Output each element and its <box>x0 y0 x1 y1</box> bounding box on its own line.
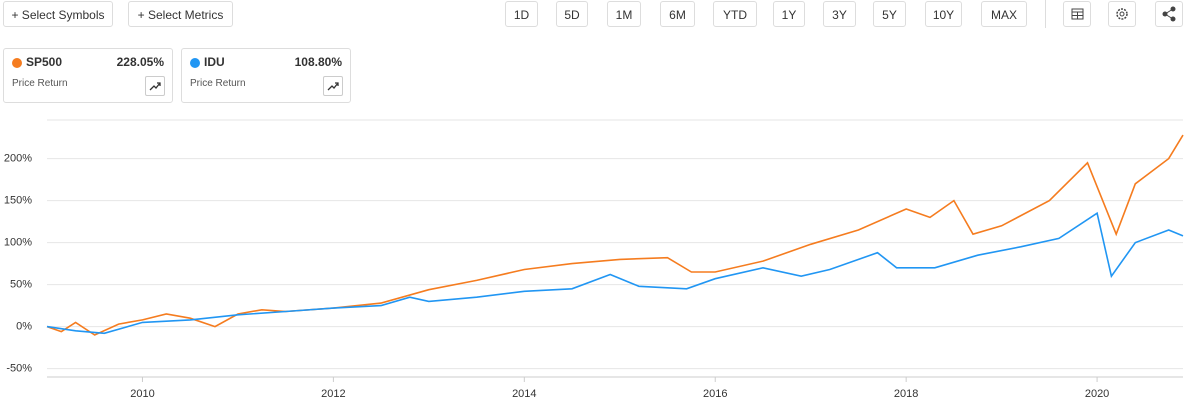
range-button[interactable]: 1Y <box>773 1 805 27</box>
x-tick-label: 2014 <box>512 388 536 400</box>
table-icon <box>1071 8 1084 20</box>
legend-dot <box>12 58 22 68</box>
series-line <box>46 134 1184 336</box>
y-tick-label: 100% <box>4 237 32 249</box>
trend-icon <box>149 82 161 91</box>
range-button[interactable]: 1M <box>607 1 641 27</box>
y-tick-label: 0% <box>16 321 32 333</box>
trend-button[interactable] <box>323 76 343 96</box>
legend-card[interactable]: IDU 108.80% Price Return <box>181 48 351 103</box>
range-button[interactable]: MAX <box>981 1 1027 27</box>
range-button[interactable]: 6M <box>660 1 695 27</box>
x-tick-label: 2016 <box>703 388 727 400</box>
trend-button[interactable] <box>145 76 165 96</box>
legend-dot <box>190 58 200 68</box>
x-tick-label: 2020 <box>1085 388 1109 400</box>
x-tick-label: 2018 <box>894 388 918 400</box>
range-button[interactable]: 3Y <box>823 1 856 27</box>
table-button[interactable] <box>1063 1 1091 27</box>
y-tick-label: -50% <box>6 363 32 375</box>
legend-metric: Price Return <box>190 78 246 89</box>
series-line <box>46 211 1184 335</box>
separator <box>1045 0 1046 28</box>
legend-name: IDU <box>204 55 225 69</box>
trend-icon <box>327 82 339 91</box>
legend-return: 228.05% <box>116 55 164 69</box>
x-tick-label: 2010 <box>130 388 154 400</box>
select-symbols[interactable]: + Select Symbols <box>3 1 113 27</box>
select-metrics[interactable]: + Select Metrics <box>128 1 233 27</box>
y-tick-label: 150% <box>4 195 32 207</box>
legend-return: 108.80% <box>294 55 342 69</box>
chart: -50% 0% 50% 100% 150% 200% 2010 2012 2014 2016 201… <box>4 119 1184 400</box>
gear-icon <box>1116 8 1128 20</box>
y-tick-label: 50% <box>10 279 32 291</box>
legend-card[interactable]: SP500 228.05% Price Return <box>3 48 173 103</box>
share-icon <box>1162 6 1176 22</box>
share-button[interactable] <box>1155 1 1183 27</box>
range-button[interactable]: 5Y <box>873 1 906 27</box>
range-button[interactable]: YTD <box>713 1 757 27</box>
range-button[interactable]: 10Y <box>925 1 962 27</box>
y-tick-label: 200% <box>4 153 32 165</box>
range-button[interactable]: 5D <box>556 1 588 27</box>
legend-name: SP500 <box>26 55 63 69</box>
legend-metric: Price Return <box>12 78 68 89</box>
x-tick-label: 2012 <box>321 388 345 400</box>
range-button[interactable]: 1D <box>505 1 538 27</box>
settings-button[interactable] <box>1108 1 1136 27</box>
